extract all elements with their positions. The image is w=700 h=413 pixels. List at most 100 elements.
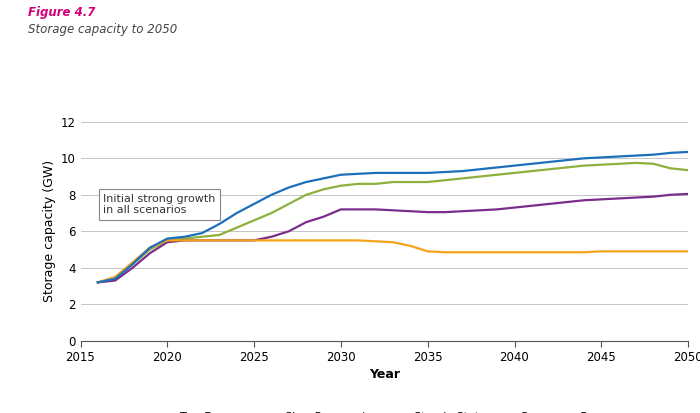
Slow Progression <box>94 280 102 285</box>
Two Degrees <box>493 172 501 177</box>
Two Degrees <box>198 234 206 239</box>
Slow Progression <box>389 208 397 213</box>
Two Degrees <box>666 166 675 171</box>
Two Degrees <box>250 218 258 223</box>
Consumer Power <box>146 245 154 250</box>
Slow Progression <box>319 214 328 219</box>
Consumer Power <box>615 154 623 159</box>
Consumer Power <box>389 171 397 176</box>
Steady State <box>406 243 414 248</box>
Steady State <box>302 238 310 243</box>
Consumer Power <box>198 230 206 235</box>
Steady State <box>510 250 519 255</box>
Consumer Power <box>493 165 501 170</box>
Two Degrees <box>128 262 136 267</box>
Steady State <box>111 274 120 279</box>
Slow Progression <box>580 198 588 203</box>
Steady State <box>163 238 172 243</box>
Steady State <box>666 249 675 254</box>
Steady State <box>232 238 241 243</box>
Consumer Power <box>232 211 241 216</box>
Slow Progression <box>372 207 380 212</box>
Two Degrees <box>562 165 570 170</box>
Steady State <box>424 249 432 254</box>
Consumer Power <box>94 280 102 285</box>
Slow Progression <box>649 194 657 199</box>
Steady State <box>649 249 657 254</box>
Two Degrees <box>649 161 657 166</box>
Two Degrees <box>597 162 606 167</box>
Steady State <box>181 238 189 243</box>
Consumer Power <box>545 159 554 164</box>
Two Degrees <box>146 247 154 252</box>
Consumer Power <box>475 167 484 172</box>
Legend: Two Degrees, Slow Progression, Steady State, Consumer Power: Two Degrees, Slow Progression, Steady St… <box>150 408 619 413</box>
Steady State <box>354 238 363 243</box>
Consumer Power <box>302 180 310 185</box>
Slow Progression <box>545 202 554 206</box>
Slow Progression <box>337 207 345 212</box>
Steady State <box>389 240 397 244</box>
Consumer Power <box>337 172 345 177</box>
Consumer Power <box>372 171 380 176</box>
Steady State <box>337 238 345 243</box>
Slow Progression <box>458 209 467 214</box>
Consumer Power <box>319 176 328 181</box>
Steady State <box>285 238 293 243</box>
Two Degrees <box>354 181 363 186</box>
Consumer Power <box>267 192 276 197</box>
Steady State <box>597 249 606 254</box>
Slow Progression <box>406 209 414 214</box>
Steady State <box>528 250 536 255</box>
Consumer Power <box>632 153 640 158</box>
Two Degrees <box>475 174 484 179</box>
Steady State <box>198 238 206 243</box>
Two Degrees <box>510 171 519 176</box>
Slow Progression <box>181 238 189 243</box>
Two Degrees <box>580 163 588 168</box>
Slow Progression <box>475 208 484 213</box>
X-axis label: Year: Year <box>369 368 400 381</box>
Slow Progression <box>493 207 501 212</box>
Text: Figure 4.7: Figure 4.7 <box>28 6 95 19</box>
Consumer Power <box>666 150 675 155</box>
Two Degrees <box>111 276 120 281</box>
Steady State <box>493 250 501 255</box>
Slow Progression <box>615 196 623 201</box>
Slow Progression <box>666 192 675 197</box>
Consumer Power <box>250 202 258 206</box>
Consumer Power <box>354 171 363 176</box>
Slow Progression <box>215 238 223 243</box>
Consumer Power <box>424 171 432 176</box>
Slow Progression <box>267 234 276 239</box>
Consumer Power <box>441 169 449 174</box>
Text: Storage capacity to 2050: Storage capacity to 2050 <box>28 23 177 36</box>
Two Degrees <box>232 225 241 230</box>
Slow Progression <box>111 278 120 283</box>
Steady State <box>146 245 154 250</box>
Steady State <box>128 260 136 265</box>
Steady State <box>545 250 554 255</box>
Consumer Power <box>111 276 120 281</box>
Slow Progression <box>354 207 363 212</box>
Steady State <box>319 238 328 243</box>
Consumer Power <box>163 236 172 241</box>
Slow Progression <box>285 229 293 234</box>
Consumer Power <box>649 152 657 157</box>
Slow Progression <box>424 210 432 215</box>
Steady State <box>632 249 640 254</box>
Steady State <box>372 239 380 244</box>
Two Degrees <box>528 169 536 173</box>
Slow Progression <box>684 191 692 196</box>
Consumer Power <box>406 171 414 176</box>
Two Degrees <box>267 211 276 216</box>
Consumer Power <box>562 158 570 163</box>
Steady State <box>615 249 623 254</box>
Two Degrees <box>632 160 640 165</box>
Consumer Power <box>597 155 606 160</box>
Slow Progression <box>302 220 310 225</box>
Line: Slow Progression: Slow Progression <box>98 194 688 282</box>
Consumer Power <box>181 234 189 239</box>
Line: Two Degrees: Two Degrees <box>98 163 688 282</box>
Two Degrees <box>181 236 189 241</box>
